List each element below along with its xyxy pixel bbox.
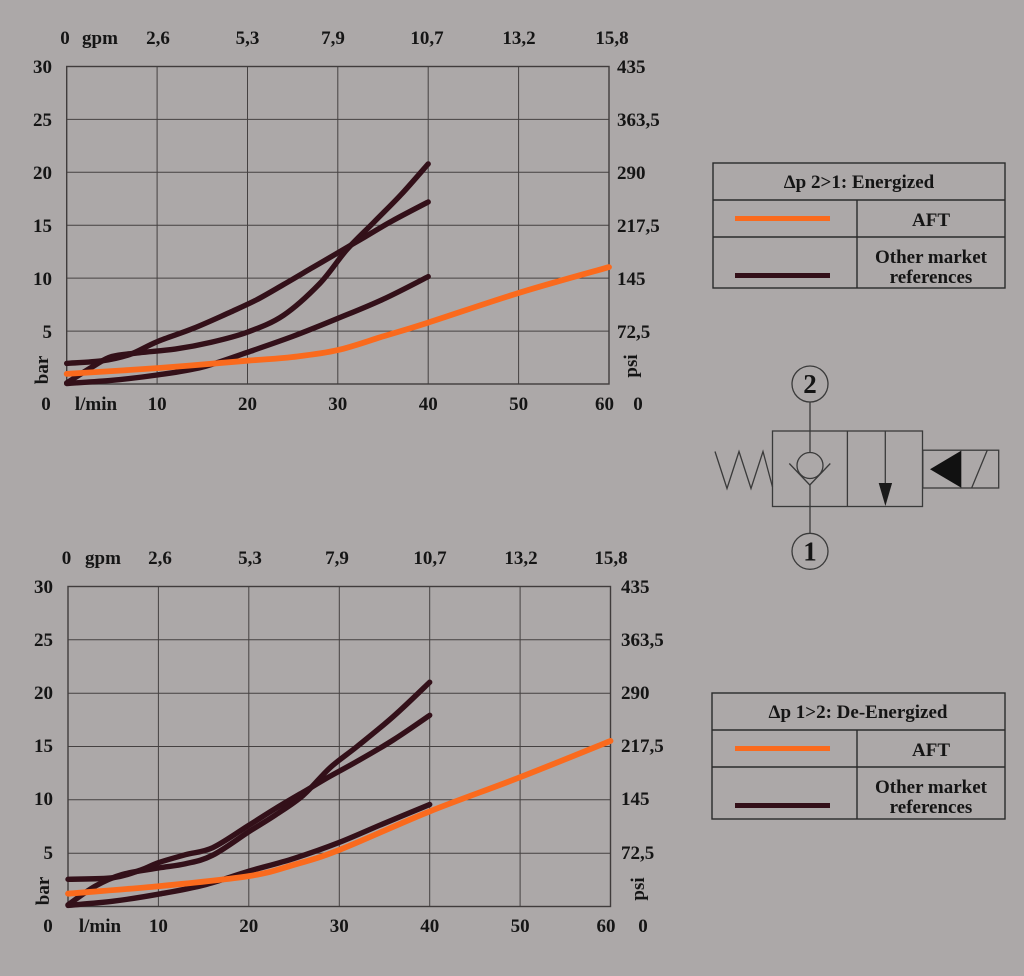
svg-text:60: 60 — [595, 394, 614, 415]
svg-text:references: references — [890, 797, 973, 818]
svg-text:10: 10 — [148, 394, 167, 415]
svg-text:145: 145 — [617, 269, 646, 290]
svg-text:references: references — [890, 267, 973, 288]
svg-text:20: 20 — [239, 916, 258, 937]
svg-text:gpm: gpm — [82, 28, 118, 49]
svg-text:7,9: 7,9 — [325, 548, 349, 569]
svg-text:363,5: 363,5 — [617, 110, 660, 131]
svg-text:30: 30 — [33, 57, 52, 78]
svg-text:40: 40 — [419, 394, 438, 415]
svg-text:30: 30 — [328, 394, 347, 415]
svg-text:50: 50 — [511, 916, 530, 937]
svg-text:72,5: 72,5 — [621, 843, 654, 864]
svg-text:AFT: AFT — [912, 210, 950, 231]
svg-text:15,8: 15,8 — [594, 548, 627, 569]
svg-text:60: 60 — [597, 916, 616, 937]
svg-text:0: 0 — [633, 394, 643, 415]
svg-text:1: 1 — [803, 536, 817, 566]
svg-text:0: 0 — [60, 28, 70, 49]
svg-text:l/min: l/min — [79, 916, 122, 937]
svg-text:15: 15 — [33, 216, 52, 237]
svg-text:gpm: gpm — [85, 548, 121, 569]
svg-text:435: 435 — [621, 577, 650, 598]
svg-text:290: 290 — [617, 163, 646, 184]
svg-text:2,6: 2,6 — [146, 28, 170, 49]
svg-text:10,7: 10,7 — [413, 548, 447, 569]
svg-text:5,3: 5,3 — [238, 548, 262, 569]
svg-text:psi: psi — [621, 354, 642, 377]
svg-text:0: 0 — [43, 916, 53, 937]
svg-text:40: 40 — [420, 916, 439, 937]
svg-text:15: 15 — [34, 736, 53, 757]
svg-text:l/min: l/min — [75, 394, 118, 415]
svg-text:psi: psi — [628, 877, 649, 900]
svg-text:Other market: Other market — [875, 247, 988, 268]
svg-text:Other market: Other market — [875, 777, 988, 798]
svg-text:20: 20 — [34, 683, 53, 704]
svg-text:217,5: 217,5 — [621, 736, 664, 757]
svg-text:bar: bar — [32, 355, 53, 384]
svg-text:30: 30 — [330, 916, 349, 937]
svg-text:15,8: 15,8 — [595, 28, 628, 49]
svg-text:20: 20 — [33, 163, 52, 184]
svg-text:Δp 1>2: De-Energized: Δp 1>2: De-Energized — [769, 702, 948, 723]
svg-text:290: 290 — [621, 683, 650, 704]
svg-text:5: 5 — [44, 843, 54, 864]
svg-text:10: 10 — [34, 789, 53, 810]
svg-text:7,9: 7,9 — [321, 28, 345, 49]
svg-text:10: 10 — [149, 916, 168, 937]
svg-text:13,2: 13,2 — [502, 28, 535, 49]
svg-text:435: 435 — [617, 57, 646, 78]
svg-text:50: 50 — [509, 394, 528, 415]
svg-text:5,3: 5,3 — [236, 28, 260, 49]
svg-text:13,2: 13,2 — [504, 548, 537, 569]
svg-text:2: 2 — [803, 369, 817, 399]
svg-text:25: 25 — [34, 630, 53, 651]
svg-text:72,5: 72,5 — [617, 322, 650, 343]
svg-text:0: 0 — [62, 548, 72, 569]
svg-text:0: 0 — [638, 916, 648, 937]
svg-text:10,7: 10,7 — [410, 28, 444, 49]
svg-text:0: 0 — [41, 394, 51, 415]
svg-text:20: 20 — [238, 394, 257, 415]
svg-text:AFT: AFT — [912, 740, 950, 761]
svg-text:363,5: 363,5 — [621, 630, 664, 651]
svg-text:217,5: 217,5 — [617, 216, 660, 237]
svg-text:30: 30 — [34, 577, 53, 598]
svg-text:5: 5 — [43, 322, 53, 343]
svg-text:2,6: 2,6 — [148, 548, 172, 569]
svg-text:bar: bar — [33, 876, 54, 905]
svg-text:Δp 2>1: Energized: Δp 2>1: Energized — [784, 172, 935, 193]
svg-text:10: 10 — [33, 269, 52, 290]
svg-text:25: 25 — [33, 110, 52, 131]
svg-text:145: 145 — [621, 789, 650, 810]
